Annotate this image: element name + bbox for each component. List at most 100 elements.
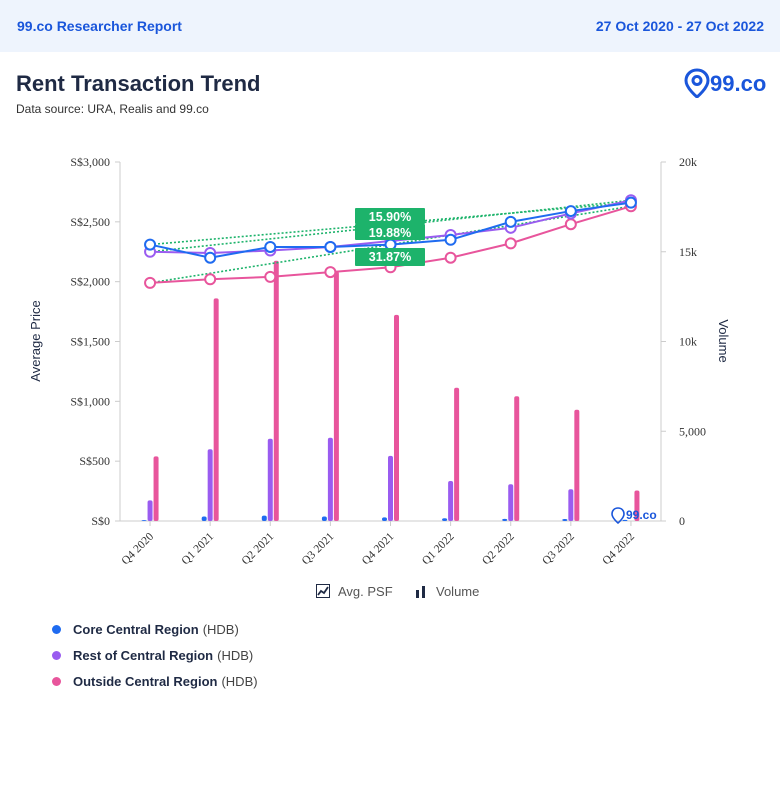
avg-psf-label: Avg. PSF — [338, 583, 393, 599]
price-point — [144, 238, 157, 251]
location-pin-icon — [684, 68, 710, 98]
watermark-pin-icon — [611, 507, 625, 525]
bar-chart-icon — [416, 586, 425, 598]
y2-tick-label: 15k — [679, 245, 697, 259]
y2-tick-label: 5,000 — [679, 424, 706, 438]
price-point — [564, 205, 577, 218]
volume-bar — [267, 438, 273, 521]
price-point — [444, 251, 457, 264]
volume-bar — [508, 484, 514, 521]
price-point — [204, 251, 217, 264]
volume-toggle[interactable]: Volume — [414, 581, 479, 601]
volume-bar — [622, 519, 628, 521]
trend-label-box — [355, 224, 425, 240]
y2-tick-label: 20k — [679, 155, 697, 169]
x-tick-label: Q3 2021 — [300, 530, 337, 567]
trend-label: 31.87% — [369, 250, 411, 264]
volume-bar — [333, 271, 339, 521]
volume-bar — [634, 490, 640, 521]
price-point — [144, 276, 157, 289]
legend-item-rest-central[interactable]: Rest of Central Region (HDB) — [52, 646, 253, 664]
report-brand-title: 99.co Researcher Report — [17, 18, 182, 34]
volume-bar — [261, 515, 267, 521]
trend-label-box — [355, 208, 425, 224]
volume-label: Volume — [436, 583, 480, 599]
y2-tick-label: 10k — [679, 335, 697, 349]
volume-bar — [321, 516, 327, 521]
volume-bar — [153, 456, 159, 521]
volume-bar — [207, 449, 213, 521]
brand-logo: 99.co — [684, 68, 767, 102]
price-point — [264, 270, 277, 283]
report-date-range: 27 Oct 2020 - 27 Oct 2022 — [595, 18, 764, 34]
avg-psf-toggle[interactable]: Avg. PSF — [316, 581, 393, 601]
logo-text: 99.co — [710, 71, 767, 96]
volume-bar — [273, 260, 279, 521]
volume-bar — [574, 409, 580, 521]
x-tick-label: Q1 2022 — [420, 530, 457, 567]
chart-watermark: 99.co — [611, 507, 657, 525]
legend-dot — [52, 624, 61, 634]
price-point — [204, 273, 217, 286]
volume-bar — [141, 520, 147, 521]
volume-bar — [327, 437, 333, 521]
volume-bar — [514, 396, 520, 521]
legend-item-outside-central[interactable]: Outside Central Region (HDB) — [52, 672, 258, 690]
x-tick-label: Q4 2021 — [360, 530, 397, 567]
y2-tick-label: 0 — [679, 514, 685, 528]
x-tick-label: Q3 2022 — [540, 530, 577, 567]
price-point — [624, 196, 637, 209]
volume-bar — [442, 518, 448, 521]
volume-bar — [382, 517, 387, 521]
volume-bar — [454, 387, 460, 521]
y-tick-label: S$2,000 — [70, 275, 110, 289]
line-chart-icon — [316, 584, 330, 598]
rent-trend-chart: S$0 S$500 S$1,000 S$1,500 S$2,000 S$2,500 S$3,… — [28, 155, 731, 567]
x-tick-label: Q2 2021 — [240, 530, 277, 567]
volume-bar — [502, 518, 508, 521]
legend-suffix: (HDB) — [217, 647, 254, 663]
legend-suffix: (HDB) — [202, 621, 239, 637]
y-tick-label: S$1,500 — [70, 335, 110, 349]
x-tick-label: Q1 2021 — [180, 530, 217, 567]
volume-bar — [448, 480, 454, 521]
legend-item-core-central[interactable]: Core Central Region (HDB) — [52, 620, 239, 638]
x-tick-label: Q2 2022 — [480, 530, 517, 567]
volume-bar — [213, 298, 219, 521]
x-tick-label: Q4 2020 — [119, 530, 156, 567]
price-point — [324, 240, 337, 253]
watermark-text: 99.co — [626, 508, 657, 522]
legend-dot — [52, 650, 61, 660]
y-axis-title: Average Price — [28, 300, 43, 381]
y-tick-label: S$1,000 — [70, 394, 110, 408]
legend-dot — [52, 676, 61, 686]
volume-bar — [394, 314, 399, 521]
y-tick-label: S$3,000 — [70, 155, 110, 169]
trend-label: 19.88% — [369, 226, 411, 240]
volume-bar — [562, 519, 568, 521]
y2-axis-title: Volume — [716, 319, 731, 362]
price-point — [264, 240, 277, 253]
legend-label: Rest of Central Region — [73, 647, 214, 663]
chart-source: Data source: URA, Realis and 99.co — [16, 102, 209, 116]
volume-bar — [568, 489, 574, 521]
y-tick-label: S$0 — [91, 514, 110, 528]
price-point — [504, 215, 517, 228]
volume-bar — [388, 455, 393, 521]
trend-label-box — [355, 248, 425, 266]
report-header-bar: 99.co Researcher Report 27 Oct 2020 - 27… — [0, 0, 780, 52]
price-point — [504, 237, 517, 250]
y-tick-label: S$500 — [79, 454, 110, 468]
trend-label: 15.90% — [369, 210, 411, 224]
legend-label: Outside Central Region — [73, 673, 218, 689]
price-point — [444, 233, 457, 246]
x-tick-label: Q4 2022 — [600, 530, 637, 567]
legend-label: Core Central Region — [73, 621, 199, 637]
volume-bar — [147, 500, 153, 521]
y-tick-label: S$2,500 — [70, 215, 110, 229]
legend-suffix: (HDB) — [221, 673, 258, 689]
chart-title: Rent Transaction Trend — [16, 71, 261, 96]
price-point — [564, 218, 577, 231]
price-point — [324, 266, 337, 279]
volume-bar — [201, 516, 207, 521]
